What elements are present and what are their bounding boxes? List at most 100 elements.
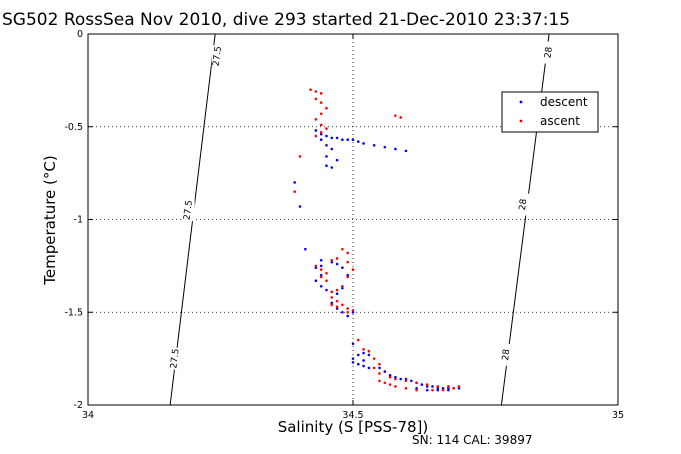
descent-point-9 (362, 142, 365, 145)
ascent-point-56 (431, 388, 434, 392)
ascent-point-4 (319, 101, 323, 104)
descent-point-38 (335, 307, 339, 310)
descent-point-11 (383, 145, 387, 149)
ascent-point-55 (415, 388, 418, 392)
legend-label-ascent: ascent (540, 114, 580, 128)
descent-point-7 (351, 138, 355, 142)
ascent-point-50 (425, 383, 429, 386)
descent-point-53 (383, 370, 387, 373)
contour-label-bg-0-0 (211, 45, 224, 68)
descent-point-15 (325, 144, 328, 147)
descent-point-34 (346, 273, 350, 277)
contour-label-bg-1-1 (517, 193, 530, 216)
ascent-point-52 (447, 385, 450, 388)
ascent-point-8 (319, 123, 323, 127)
x-tick-label-0: 34 (82, 410, 94, 421)
legend-marker-ascent (519, 119, 523, 123)
descent-point-13 (404, 149, 408, 153)
legend: descent ascent (501, 91, 599, 133)
ascent-point-33 (341, 303, 344, 307)
descent-point-3 (330, 136, 334, 140)
descent-point-18 (335, 158, 339, 162)
ascent-point-32 (335, 299, 339, 303)
descent-point-20 (325, 164, 328, 168)
ascent-point-5 (325, 106, 328, 110)
ascent-point-40 (362, 348, 365, 351)
descent-point-32 (335, 262, 339, 266)
ascent-point-51 (436, 385, 440, 388)
x-tick-label-2: 35 (612, 410, 624, 421)
contour-label-bg-0-1 (182, 199, 195, 222)
descent-point-60 (420, 383, 424, 386)
descent-point-64 (441, 387, 445, 390)
descent-point-47 (362, 364, 365, 368)
ascent-point-62 (378, 379, 381, 383)
ascent-point-39 (357, 338, 360, 342)
descent-point-54 (388, 374, 392, 377)
x-tick-label-1: 34.5 (342, 410, 363, 421)
ascent-point-14 (298, 155, 302, 158)
descent-point-45 (351, 361, 355, 364)
contour-label-bg-0-2 (169, 347, 182, 370)
ascent-point-15 (293, 190, 297, 193)
descent-point-65 (447, 387, 450, 390)
descent-point-5 (341, 138, 344, 142)
descent-point-41 (351, 310, 355, 314)
ascent-point-30 (330, 290, 334, 294)
descent-point-35 (341, 286, 344, 290)
descent-point-36 (335, 292, 339, 296)
contour-label-0-1: 27.5 (183, 200, 195, 221)
ascent-point-21 (330, 259, 334, 262)
ascent-point-9 (325, 127, 328, 130)
contour-label-1-1: 28 (518, 198, 529, 211)
contour-label-1-2: 28 (501, 348, 512, 361)
descent-point-30 (319, 264, 323, 268)
descent-point-56 (399, 377, 403, 381)
ascent-point-10 (319, 131, 323, 134)
axis-ticks: 34 34.5 35 0 -0.5 -1 -1.5 -2 (64, 29, 624, 421)
descent-point-42 (351, 342, 355, 346)
legend-box (501, 91, 599, 133)
descent-point-22 (298, 205, 302, 208)
ascent-point-20 (314, 264, 318, 268)
ascent-point-13 (399, 116, 403, 119)
contour-label-0-0: 27.5 (212, 46, 224, 67)
descent-point-61 (425, 385, 429, 388)
ascent-point-3 (314, 97, 318, 101)
descent-point-68 (415, 387, 418, 390)
ascent-point-37 (335, 305, 339, 308)
ascent-point-58 (452, 387, 456, 390)
y-tick-label-4: -2 (74, 400, 83, 411)
descent-point-17 (325, 155, 328, 158)
descent-point-29 (325, 288, 328, 292)
ascent-point-23 (341, 247, 344, 251)
chart-title: SG502 RossSea Nov 2010, dive 293 started… (2, 10, 570, 30)
ascent-point-36 (346, 310, 350, 314)
ascent-point-22 (335, 257, 339, 260)
descent-point-4 (335, 136, 339, 140)
ascent-point-49 (415, 381, 418, 385)
ascent-point-43 (378, 362, 381, 366)
descent-point-33 (341, 266, 344, 270)
ascent-point-45 (378, 372, 381, 375)
descent-point-67 (457, 387, 461, 390)
ascent-point-28 (341, 284, 344, 288)
ascent-point-59 (388, 383, 392, 386)
y-tick-label-2: -1 (74, 215, 83, 226)
descent-point-40 (346, 314, 350, 318)
descent-point-2 (325, 134, 328, 138)
ascent-point-1 (314, 90, 318, 93)
descent-point-26 (319, 273, 323, 277)
ascent-point-48 (404, 379, 408, 383)
descent-point-25 (314, 266, 318, 270)
descent-point-8 (357, 140, 360, 143)
descent-point-55 (394, 375, 397, 379)
descent-point-50 (367, 353, 371, 357)
y-tick-label-3: -1.5 (64, 307, 83, 318)
footnote: SN: 114 CAL: 39897 (412, 433, 532, 447)
descent-point-70 (436, 388, 440, 392)
ascent-point-31 (330, 296, 334, 299)
descent-point-16 (330, 147, 334, 151)
ascent-point-12 (394, 114, 397, 117)
descent-point-46 (357, 362, 360, 366)
